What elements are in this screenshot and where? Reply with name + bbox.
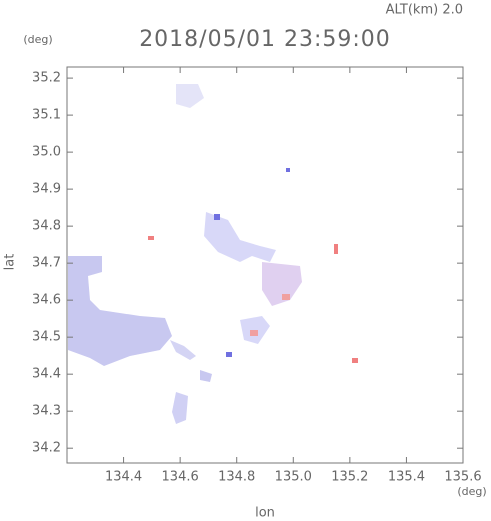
chart-subtitle: ALT(km) 2.0 (386, 3, 463, 18)
y-axis-label: lat (3, 254, 18, 271)
y-tick-label: 34.6 (32, 293, 61, 308)
x-tick-label: 135.4 (388, 470, 425, 485)
chart-title: 2018/05/01 23:59:00 (139, 27, 391, 52)
y-tick-label: 35.2 (32, 71, 61, 86)
y-tick-label: 34.7 (32, 256, 61, 271)
x-tick-label: 135.6 (444, 470, 481, 485)
x-tick-label: 135.0 (275, 470, 312, 485)
y-tick-label: 35.0 (32, 145, 61, 160)
y-tick-label: 34.2 (32, 441, 61, 456)
x-tick-label: 134.4 (105, 470, 142, 485)
y-tick-label: 34.5 (32, 330, 61, 345)
x-tick-label: 135.2 (331, 470, 368, 485)
y-tick-label: 35.1 (32, 108, 61, 123)
x-tick-label: 134.6 (162, 470, 199, 485)
y-unit: (deg) (23, 33, 52, 46)
x-unit: (deg) (457, 485, 486, 498)
y-tick-label: 34.4 (32, 367, 61, 382)
y-tick-label: 34.8 (32, 219, 61, 234)
y-tick-label: 34.3 (32, 404, 61, 419)
x-axis-label: lon (255, 506, 275, 521)
plot-frame (66, 66, 464, 464)
radar-echoes (68, 84, 358, 424)
x-tick-label: 134.8 (218, 470, 255, 485)
y-tick-label: 34.9 (32, 182, 61, 197)
